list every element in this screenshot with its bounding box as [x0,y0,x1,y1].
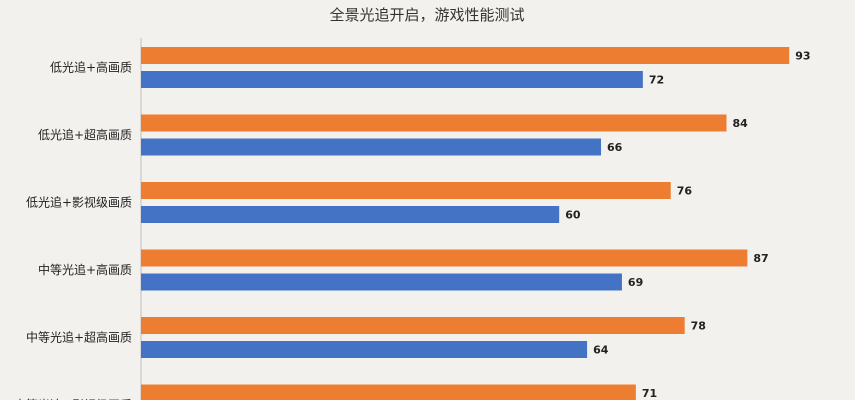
category-label: 中等光追+高画质 [38,262,132,277]
bar-orange [141,182,671,199]
category-label: 中等光追+超高画质 [26,330,132,345]
category-label: 中等光追+影视级画质 [14,397,132,400]
bar-orange [141,249,748,267]
bar-orange [141,384,636,400]
category-label: 低光追+超高画质 [38,127,132,142]
chart-title: 全景光追开启，游戏性能测试 [329,6,524,24]
data-label: 71 [642,387,657,400]
bar-orange [141,47,790,64]
bar-blue [141,273,622,291]
data-label: 93 [795,50,810,63]
bar-blue [141,206,560,223]
category-label: 低光追+高画质 [50,60,132,75]
data-label: 78 [691,320,706,333]
bar-blue [141,341,588,358]
data-label: 60 [565,209,581,222]
bar-orange [141,114,727,132]
bar-blue [141,71,643,88]
data-label: 72 [649,74,664,87]
bar-blue [141,138,602,156]
plot-area: 低光追+高画质 93 72 低光追+超高画质 84 66 低光追+影视级画质 76 60 中等光追… [14,47,811,400]
category-label: 低光追+影视级画质 [26,195,132,210]
data-label: 69 [628,276,643,289]
data-label: 87 [753,252,768,265]
data-label: 66 [607,141,623,154]
data-label: 76 [677,185,693,198]
bar-orange [141,317,685,334]
data-label: 84 [732,117,748,130]
data-label: 64 [593,344,609,357]
